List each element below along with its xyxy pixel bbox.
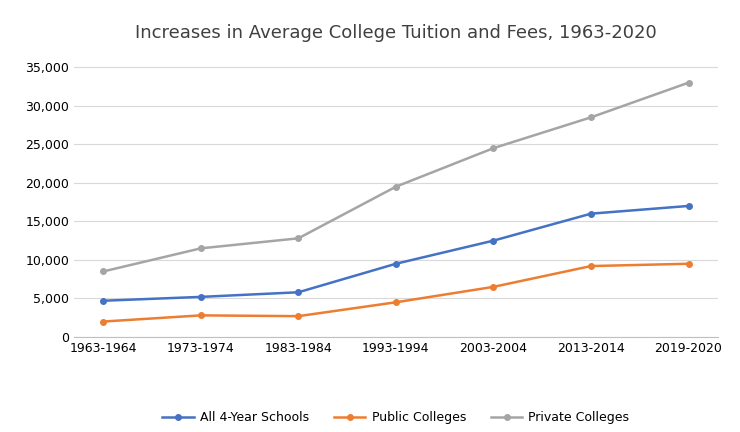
Private Colleges: [391, 184, 400, 189]
All 4-Year Schools: [684, 203, 693, 209]
All 4-Year Schools: [587, 211, 596, 216]
Legend: All 4-Year Schools, Public Colleges, Private Colleges: All 4-Year Schools, Public Colleges, Pri…: [158, 406, 634, 429]
Private Colleges: [489, 146, 498, 151]
All 4-Year Schools: [489, 238, 498, 243]
Public Colleges: [391, 300, 400, 305]
Title: Increases in Average College Tuition and Fees, 1963-2020: Increases in Average College Tuition and…: [135, 24, 657, 42]
Public Colleges: [196, 313, 205, 318]
Public Colleges: [489, 284, 498, 289]
Line: All 4-Year Schools: All 4-Year Schools: [101, 203, 691, 304]
Public Colleges: [684, 261, 693, 267]
Public Colleges: [587, 264, 596, 269]
Private Colleges: [294, 236, 303, 241]
Private Colleges: [587, 115, 596, 120]
Line: Private Colleges: Private Colleges: [101, 80, 691, 274]
All 4-Year Schools: [294, 290, 303, 295]
Private Colleges: [99, 269, 108, 274]
Private Colleges: [196, 246, 205, 251]
All 4-Year Schools: [196, 294, 205, 299]
Line: Public Colleges: Public Colleges: [101, 261, 691, 324]
All 4-Year Schools: [391, 261, 400, 267]
Private Colleges: [684, 80, 693, 85]
Public Colleges: [99, 319, 108, 324]
All 4-Year Schools: [99, 298, 108, 303]
Public Colleges: [294, 314, 303, 319]
